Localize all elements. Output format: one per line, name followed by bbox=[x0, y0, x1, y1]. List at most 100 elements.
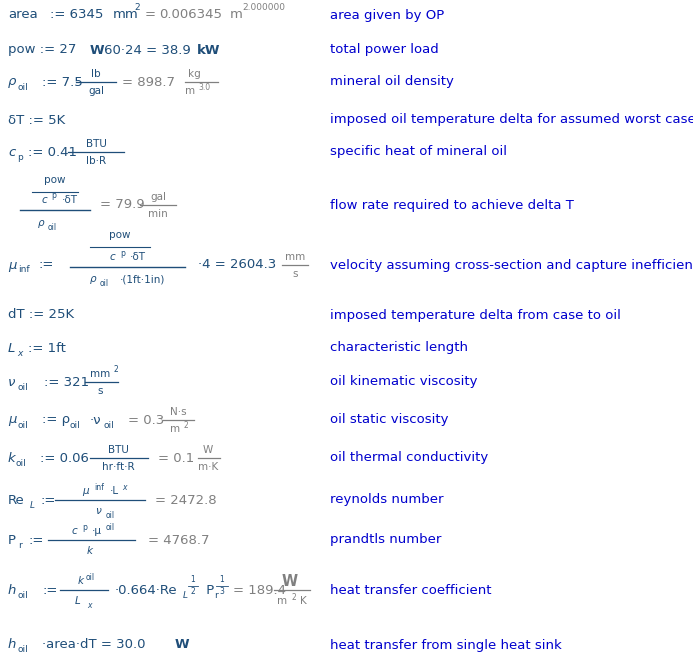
Text: ·4 = 2604.3: ·4 = 2604.3 bbox=[198, 259, 277, 271]
Text: 0.006345: 0.006345 bbox=[159, 9, 222, 21]
Text: heat transfer from single heat sink: heat transfer from single heat sink bbox=[330, 639, 562, 651]
Text: k: k bbox=[8, 452, 16, 464]
Text: oil: oil bbox=[18, 421, 28, 429]
Text: pow: pow bbox=[109, 230, 131, 240]
Text: P: P bbox=[8, 533, 16, 547]
Text: δT := 5K: δT := 5K bbox=[8, 113, 65, 127]
Text: = 0.3: = 0.3 bbox=[128, 413, 164, 427]
Text: := 6345: := 6345 bbox=[50, 9, 103, 21]
Text: W: W bbox=[90, 44, 105, 56]
Text: ·60·24 = 38.9: ·60·24 = 38.9 bbox=[100, 44, 191, 56]
Text: :=: := bbox=[28, 533, 44, 547]
Text: := ρ: := ρ bbox=[42, 413, 70, 427]
Text: imposed temperature delta from case to oil: imposed temperature delta from case to o… bbox=[330, 308, 621, 322]
Text: r: r bbox=[214, 590, 218, 600]
Text: oil: oil bbox=[70, 421, 81, 429]
Text: specific heat of mineral oil: specific heat of mineral oil bbox=[330, 145, 507, 159]
Text: 2: 2 bbox=[191, 588, 195, 596]
Text: := 7.5: := 7.5 bbox=[42, 76, 82, 88]
Text: dT := 25K: dT := 25K bbox=[8, 308, 74, 322]
Text: 2: 2 bbox=[184, 421, 188, 429]
Text: total power load: total power load bbox=[330, 44, 439, 56]
Text: p: p bbox=[51, 192, 56, 200]
Text: oil: oil bbox=[48, 222, 57, 232]
Text: s: s bbox=[292, 269, 298, 279]
Text: oil: oil bbox=[18, 383, 28, 391]
Text: ·ν: ·ν bbox=[90, 413, 102, 427]
Text: = 189.4: = 189.4 bbox=[233, 584, 286, 596]
Text: = 4768.7: = 4768.7 bbox=[148, 533, 209, 547]
Text: := 0.06: := 0.06 bbox=[40, 452, 89, 464]
Text: characteristic length: characteristic length bbox=[330, 342, 468, 354]
Text: :=: := bbox=[38, 259, 53, 271]
Text: oil: oil bbox=[100, 279, 109, 289]
Text: 1: 1 bbox=[220, 576, 225, 584]
Text: BTU: BTU bbox=[85, 139, 107, 149]
Text: 2: 2 bbox=[113, 364, 118, 373]
Text: k: k bbox=[87, 546, 93, 556]
Text: oil: oil bbox=[104, 421, 115, 429]
Text: = 898.7: = 898.7 bbox=[122, 76, 175, 88]
Text: p: p bbox=[82, 523, 87, 531]
Text: inf: inf bbox=[94, 482, 104, 492]
Text: oil: oil bbox=[106, 523, 115, 531]
Text: r: r bbox=[18, 541, 21, 549]
Text: inf: inf bbox=[18, 265, 30, 275]
Text: area: area bbox=[8, 9, 37, 21]
Text: prandtls number: prandtls number bbox=[330, 533, 441, 547]
Text: = 2472.8: = 2472.8 bbox=[155, 494, 217, 507]
Text: m: m bbox=[185, 86, 195, 96]
Text: gal: gal bbox=[150, 192, 166, 202]
Text: hr·ft·R: hr·ft·R bbox=[102, 462, 134, 472]
Text: ρ: ρ bbox=[90, 274, 96, 284]
Text: L: L bbox=[183, 590, 188, 600]
Text: oil: oil bbox=[16, 458, 27, 468]
Text: gal: gal bbox=[88, 86, 104, 96]
Text: W: W bbox=[175, 639, 190, 651]
Text: kg: kg bbox=[188, 69, 201, 79]
Text: p: p bbox=[17, 153, 23, 161]
Text: = 0.1: = 0.1 bbox=[158, 452, 194, 464]
Text: m: m bbox=[277, 596, 287, 606]
Text: 2: 2 bbox=[292, 592, 297, 602]
Text: ·L: ·L bbox=[110, 486, 119, 496]
Text: pow: pow bbox=[44, 175, 66, 185]
Text: c: c bbox=[72, 526, 78, 536]
Text: 2.000000: 2.000000 bbox=[242, 3, 285, 13]
Text: heat transfer coefficient: heat transfer coefficient bbox=[330, 584, 491, 596]
Text: μ: μ bbox=[8, 413, 17, 427]
Text: Re: Re bbox=[8, 494, 25, 507]
Text: ρ: ρ bbox=[38, 218, 44, 228]
Text: oil static viscosity: oil static viscosity bbox=[330, 413, 448, 427]
Text: := 321: := 321 bbox=[44, 375, 89, 389]
Text: =: = bbox=[145, 9, 160, 21]
Text: ·δT: ·δT bbox=[130, 252, 146, 262]
Text: 1: 1 bbox=[191, 576, 195, 584]
Text: oil: oil bbox=[106, 511, 115, 519]
Text: kW: kW bbox=[197, 44, 220, 56]
Text: ρ: ρ bbox=[8, 76, 17, 88]
Text: imposed oil temperature delta for assumed worst case: imposed oil temperature delta for assume… bbox=[330, 113, 693, 127]
Text: 2: 2 bbox=[134, 3, 139, 13]
Text: 3.0: 3.0 bbox=[198, 82, 210, 92]
Text: W: W bbox=[203, 445, 213, 455]
Text: lb: lb bbox=[91, 69, 100, 79]
Text: P: P bbox=[202, 584, 214, 596]
Text: m: m bbox=[170, 424, 180, 434]
Text: reynolds number: reynolds number bbox=[330, 494, 444, 507]
Text: BTU: BTU bbox=[107, 445, 128, 455]
Text: L: L bbox=[8, 342, 15, 354]
Text: mm: mm bbox=[90, 369, 110, 379]
Text: mineral oil density: mineral oil density bbox=[330, 76, 454, 88]
Text: velocity assuming cross-section and capture inefficiency: velocity assuming cross-section and capt… bbox=[330, 259, 693, 271]
Text: W: W bbox=[282, 574, 298, 590]
Text: ν: ν bbox=[95, 506, 100, 516]
Text: k: k bbox=[78, 576, 84, 586]
Text: p: p bbox=[120, 249, 125, 257]
Text: μ: μ bbox=[82, 486, 89, 496]
Text: oil: oil bbox=[18, 590, 28, 600]
Text: oil thermal conductivity: oil thermal conductivity bbox=[330, 452, 489, 464]
Text: m·K: m·K bbox=[198, 462, 218, 472]
Text: 3: 3 bbox=[220, 588, 225, 596]
Text: ·0.664·Re: ·0.664·Re bbox=[115, 584, 177, 596]
